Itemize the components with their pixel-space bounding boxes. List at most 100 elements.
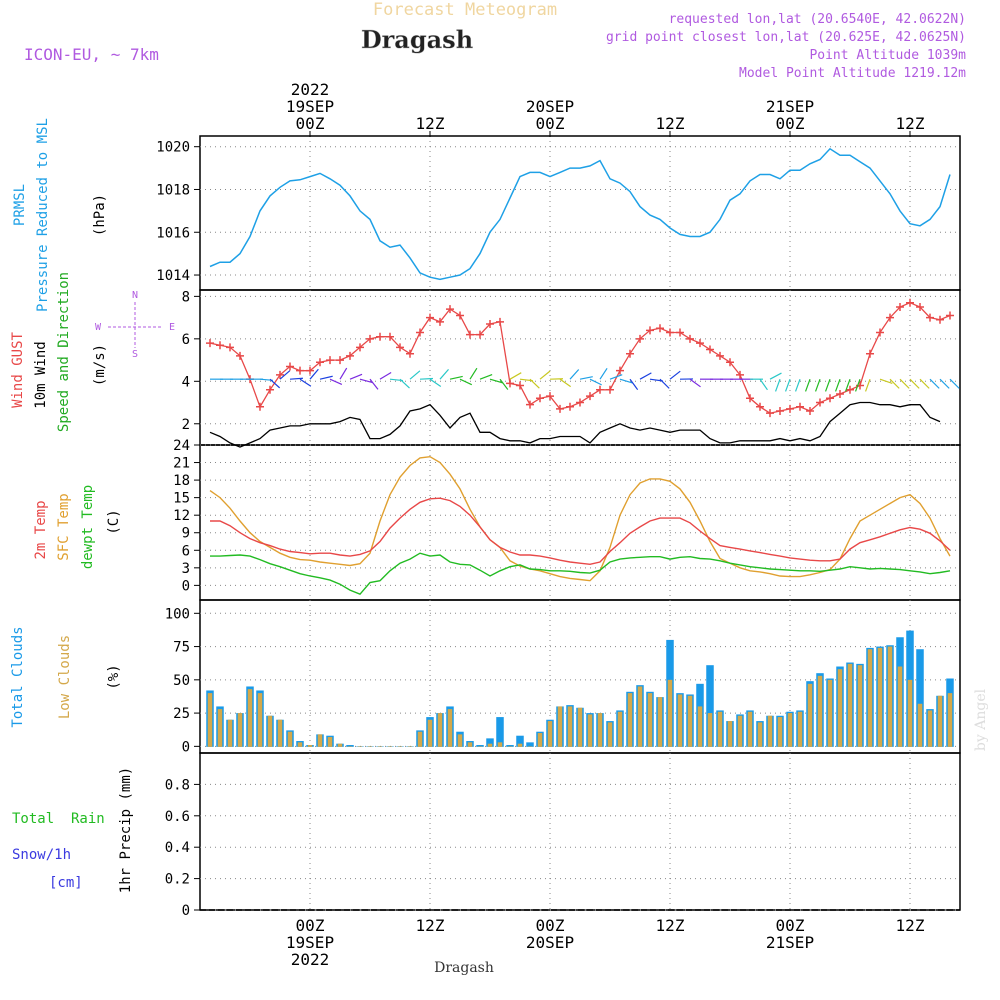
low-clouds-bar [417,731,423,747]
axes-layer: 1014101610181020246803691215182124025507… [156,80,961,969]
low-clouds-bar [397,746,403,747]
y-tick-label: 100 [165,606,190,622]
low-clouds-bar [437,713,443,747]
gust-marker [826,394,834,403]
dewpt-line [210,552,951,596]
gust-marker [286,362,294,371]
time-label-top: 12Z [896,114,925,133]
dewpt-label: dewpt Temp [80,485,96,569]
time-label-bottom: 19SEP [286,933,334,952]
wind-direction-arrow [804,378,811,392]
location-title: Dragash [361,25,473,54]
wind-direction-arrow [359,378,373,384]
gust-marker [536,394,544,403]
point-altitude: Point Altitude 1039m [809,48,966,63]
grid-point-coords: grid point closest lon,lat (20.625E, 42.… [606,30,966,45]
time-label-bottom: 2022 [291,950,330,969]
low-clouds-bar [327,737,333,747]
low-clouds-bar [837,669,843,747]
gust-marker [686,334,694,343]
gust-marker [316,358,324,367]
y-tick-label: 4 [182,374,190,390]
y-tick-label: 24 [173,438,190,454]
wind-direction-arrow [459,378,473,386]
compass-w: W [95,322,102,333]
wind-direction-arrow [539,370,551,380]
low-clouds-bar [777,717,783,747]
wind-direction-arrow [589,378,602,386]
panel-frame-precipitation [199,752,961,911]
time-label-bottom: 12Z [656,916,685,935]
gust-marker [336,356,344,365]
compass-n: N [132,290,138,301]
gust-marker [606,385,614,394]
gust-marker [596,385,604,394]
y-tick-label: 21 [173,456,190,472]
total-clouds-bar [916,649,924,747]
gust-marker [806,407,814,416]
low-clouds-bar [667,679,673,747]
wind-direction-arrow [834,378,841,392]
wind-direction-arrow [569,369,580,380]
gust-marker [656,324,664,333]
gust-marker [466,330,474,339]
gust-marker [296,366,304,375]
y-tick-label: 0 [182,903,190,919]
gust-marker [436,317,444,326]
y-tick-label: 12 [173,508,190,524]
low-clouds-bar [727,721,733,747]
y-tick-label: 0 [182,578,190,594]
low-clouds-bar [687,695,693,747]
low-clouds-bar [867,649,873,747]
gust-marker [876,328,884,337]
gust-marker [236,351,244,360]
wind-direction-arrow [449,375,463,380]
low-clouds-bar [657,697,663,747]
low-clouds-bar [677,694,683,747]
gust-marker [216,341,224,350]
sfc-temp-line [209,455,951,582]
gust-marker [476,330,484,339]
y-tick-label: 0.2 [165,872,190,888]
low-clouds-bar [767,715,773,747]
low-clouds-bar [847,663,853,747]
wind-direction-arrow [309,368,319,380]
gust-marker [816,398,824,407]
low-clouds-bar [697,706,703,747]
low-clouds-bar [237,713,243,747]
gust-marker [326,356,334,365]
wind-direction-arrow [864,378,871,392]
low-clouds-bar [587,714,593,747]
low-clouds-bar [917,703,923,747]
wind-direction-arrow [499,378,509,390]
low-clouds-bar [287,731,293,747]
low-clouds-bar [557,706,563,747]
gust-marker [936,315,944,324]
gust-marker [346,351,354,360]
gust-marker [546,392,554,401]
pressure-line [209,147,951,281]
wind-direction-arrow [329,378,343,386]
y-tick-label: 9 [182,526,190,542]
low-clouds-bar [277,719,283,747]
model-altitude: Model Point Altitude 1219.12m [739,66,966,81]
wind10-label: 10m Wind [33,341,49,408]
gust-marker [746,394,754,403]
y-tick-label: 25 [173,706,190,722]
wind-direction-arrow [399,378,410,389]
y-tick-label: 8 [182,289,190,305]
requested-coords: requested lon,lat (20.6540E, 42.0622N) [669,12,966,27]
wind-direction-arrow [759,378,768,391]
gust-marker [646,326,654,335]
time-label-top: 19SEP [286,97,334,116]
gust-marker [396,343,404,352]
wind-direction-arrow [599,367,608,380]
gust-marker [796,402,804,411]
wind-direction-arrow [769,372,782,380]
low-clouds-bar [467,742,473,747]
low-clouds-bar [517,743,523,747]
low-clouds-bar [367,746,373,747]
gust-marker [276,370,284,379]
wind-direction-arrow [639,372,652,380]
low-clouds-bar [387,746,393,747]
